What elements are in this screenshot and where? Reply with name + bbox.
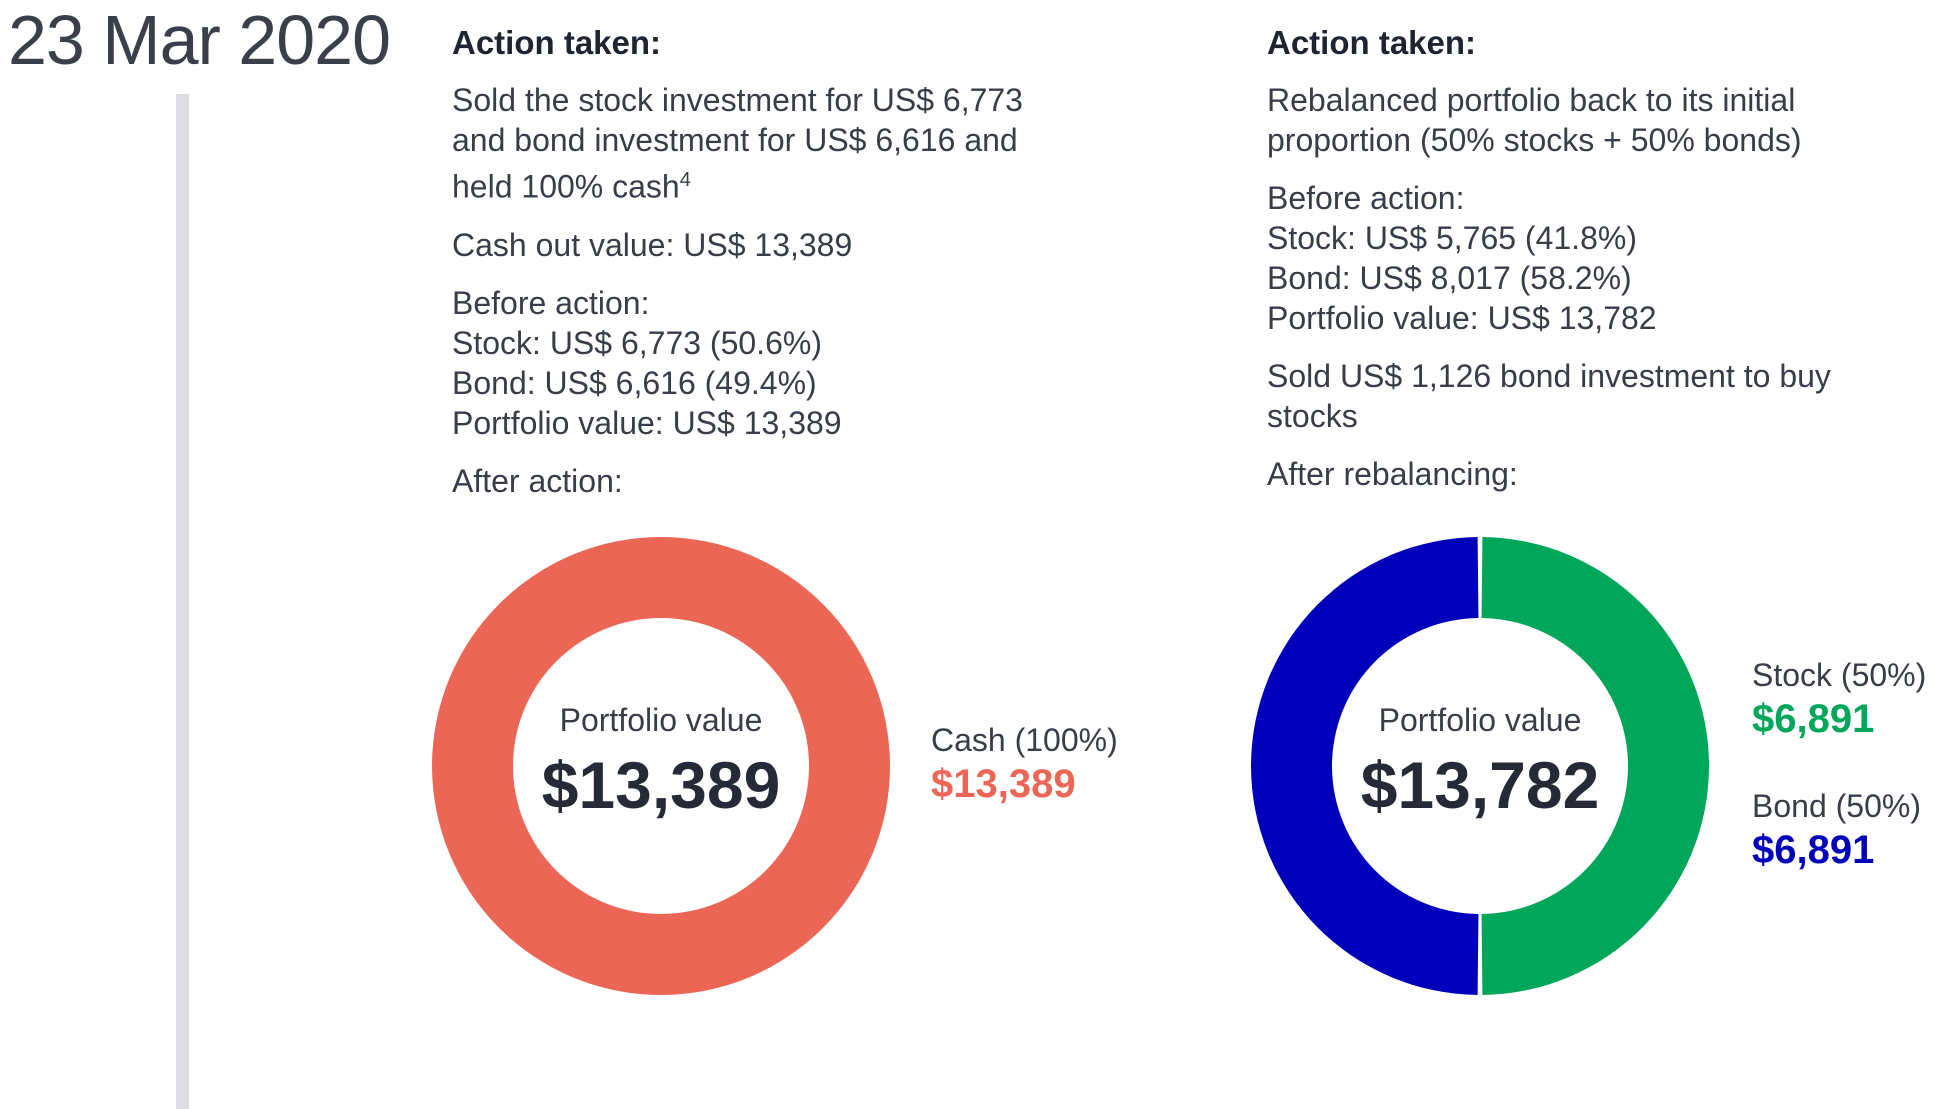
- right-heading: Action taken:: [1267, 24, 1477, 61]
- right-before-line: Bond: US$ 8,017 (58.2%): [1267, 260, 1632, 296]
- right-sold-line: stocks: [1267, 398, 1358, 434]
- right-action-text: Rebalanced portfolio back to its initial…: [1267, 80, 1887, 160]
- footnote-marker: 4: [679, 169, 691, 191]
- right-center-value: $13,782: [1361, 748, 1600, 822]
- right-action-line: proportion (50% stocks + 50% bonds): [1267, 122, 1802, 158]
- right-sold-line: Sold US$ 1,126 bond investment to buy: [1267, 358, 1831, 394]
- right-sold-text: Sold US$ 1,126 bond investment to buy st…: [1267, 356, 1887, 436]
- left-donut-chart: [432, 537, 890, 995]
- left-after-label: After action:: [452, 462, 623, 499]
- right-column: Action taken: Rebalanced portfolio back …: [1267, 22, 1887, 512]
- timeline-bar: [176, 94, 189, 1109]
- donut-slice-cash: [432, 537, 890, 995]
- right-before-text: Before action: Stock: US$ 5,765 (41.8%) …: [1267, 178, 1887, 338]
- left-before-line: Bond: US$ 6,616 (49.4%): [452, 364, 817, 401]
- right-action-line: Rebalanced portfolio back to its initial: [1267, 82, 1796, 118]
- left-action-text: Sold the stock investment for US$ 6,773 …: [452, 80, 1072, 207]
- left-action-line: and bond investment for US$ 6,616 and: [452, 122, 1018, 158]
- date-heading: 23 Mar 2020: [8, 1, 391, 79]
- left-column: Action taken: Sold the stock investment …: [452, 22, 1072, 519]
- right-donut-chart: [1251, 537, 1710, 995]
- stock-legend: Stock (50%) $6,891: [1752, 655, 1926, 743]
- left-center-label: Portfolio value: [560, 702, 763, 738]
- cash-legend-value: $13,389: [931, 762, 1076, 806]
- left-before-line: Before action:: [452, 284, 650, 321]
- left-cash-out: Cash out value: US$ 13,389: [452, 226, 853, 263]
- cash-legend: Cash (100%) $13,389: [931, 720, 1118, 808]
- left-before-line: Stock: US$ 6,773 (50.6%): [452, 324, 822, 361]
- left-heading: Action taken:: [452, 24, 662, 61]
- right-center-label: Portfolio value: [1379, 702, 1582, 738]
- left-action-line: held 100% cash4: [452, 168, 691, 205]
- bond-legend-label: Bond (50%): [1752, 788, 1921, 824]
- left-before-line: Portfolio value: US$ 13,389: [452, 404, 842, 441]
- cash-legend-label: Cash (100%): [931, 722, 1118, 758]
- left-center-value: $13,389: [542, 748, 781, 822]
- stock-legend-value: $6,891: [1752, 697, 1875, 741]
- bond-legend-value: $6,891: [1752, 828, 1875, 872]
- right-before-line: Before action:: [1267, 180, 1465, 216]
- donut-slice-bond: [1251, 537, 1479, 995]
- right-after-label: After rebalancing:: [1267, 456, 1518, 492]
- left-before-text: Before action: Stock: US$ 6,773 (50.6%) …: [452, 283, 1072, 443]
- right-before-line: Portfolio value: US$ 13,782: [1267, 300, 1657, 336]
- left-action-line: Sold the stock investment for US$ 6,773: [452, 82, 1023, 118]
- donut-slice-stock: [1481, 537, 1710, 995]
- bond-legend: Bond (50%) $6,891: [1752, 786, 1921, 874]
- right-before-line: Stock: US$ 5,765 (41.8%): [1267, 220, 1637, 256]
- stock-legend-label: Stock (50%): [1752, 657, 1927, 693]
